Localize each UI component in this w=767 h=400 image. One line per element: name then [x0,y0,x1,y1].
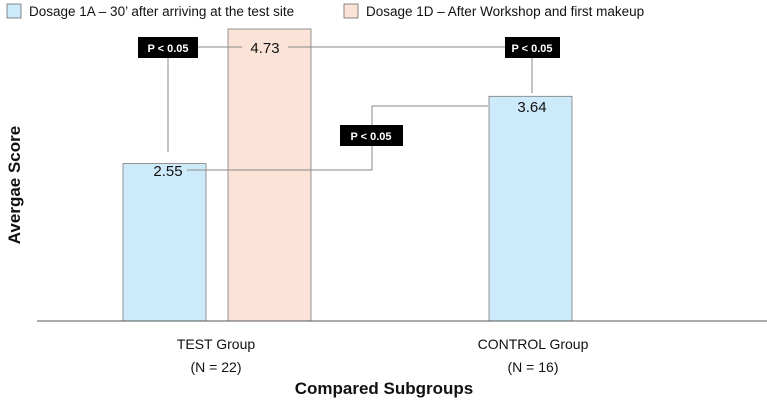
p-value-badge-middle: P < 0.05 [340,125,403,146]
p-value-text-middle: P < 0.05 [350,131,391,143]
significance-lines [167,46,533,171]
bar-control-group-dosage-1a [488,95,573,322]
value-label-test-1a: 2.55 [153,163,182,180]
x-axis-title: Compared Subgroups [295,379,474,398]
value-label-test-1d: 4.73 [250,40,279,57]
p-value-badge-right: P < 0.05 [505,37,560,58]
bar-test-group-dosage-1d [227,28,312,322]
x-tick-sublabel-control-group: (N = 16) [508,359,559,375]
legend-label-dosage-1a: Dosage 1A – 30’ after arriving at the te… [29,4,294,19]
legend-swatch-dosage-1d [343,3,359,19]
p-value-text-right: P < 0.05 [511,43,552,55]
bar-test-group-dosage-1a [122,163,207,322]
legend: Dosage 1A – 30’ after arriving at the te… [6,3,644,19]
value-label-control-1a: 3.64 [517,99,546,116]
p-value-text-left: P < 0.05 [147,43,188,55]
x-tick-label-test-group: TEST Group [177,336,256,352]
legend-label-dosage-1d: Dosage 1D – After Workshop and first mak… [366,4,644,19]
x-tick-sublabel-test-group: (N = 22) [191,359,242,375]
x-tick-label-control-group: CONTROL Group [478,336,589,352]
legend-swatch-dosage-1a [6,3,22,19]
p-value-badge-left: P < 0.05 [138,37,198,58]
y-axis-title: Avergae Score [5,126,24,244]
